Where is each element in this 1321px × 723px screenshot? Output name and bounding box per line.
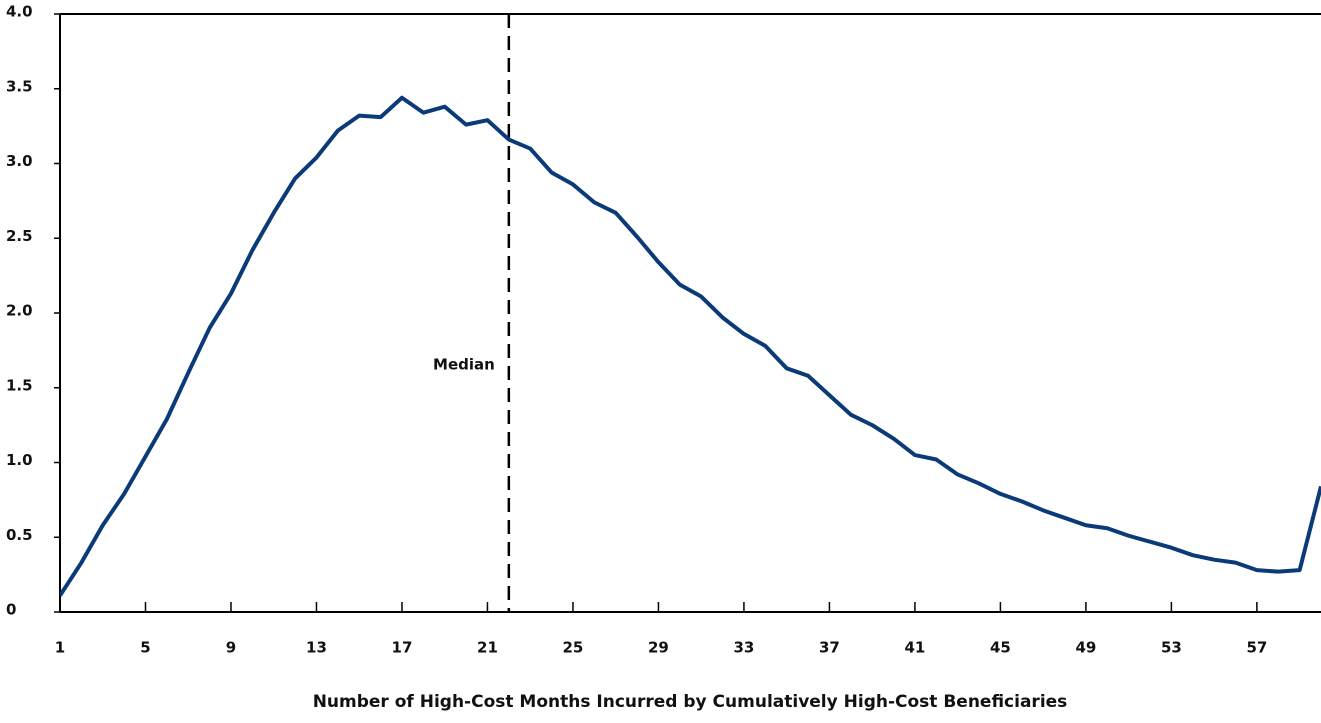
x-tick-label: 41 bbox=[904, 639, 925, 657]
y-tick-label: 0.5 bbox=[6, 526, 33, 544]
data-line bbox=[60, 95, 1321, 597]
x-axis-title: Number of High-Cost Months Incurred by C… bbox=[313, 692, 1068, 712]
y-tick-label: 2.5 bbox=[6, 227, 33, 245]
x-tick-label: 5 bbox=[140, 639, 150, 657]
x-tick-label: 9 bbox=[226, 639, 236, 657]
x-tick-label: 53 bbox=[1161, 639, 1182, 657]
x-tick-label: 45 bbox=[990, 639, 1011, 657]
x-tick-label: 21 bbox=[477, 639, 498, 657]
y-tick-label: 4.0 bbox=[6, 3, 33, 21]
x-tick-label: 37 bbox=[819, 639, 840, 657]
x-tick-label: 57 bbox=[1246, 639, 1267, 657]
x-tick-label: 49 bbox=[1075, 639, 1096, 657]
y-tick-label: 3.5 bbox=[6, 77, 33, 95]
x-tick-label: 29 bbox=[648, 639, 669, 657]
x-tick-label: 25 bbox=[563, 639, 584, 657]
x-tick-label: 1 bbox=[55, 639, 65, 657]
y-tick-label: 1.5 bbox=[6, 376, 33, 394]
x-tick-label: 33 bbox=[733, 639, 754, 657]
y-tick-label: 3.0 bbox=[6, 152, 33, 170]
y-tick-label: 0 bbox=[6, 601, 16, 619]
y-tick-label: 2.0 bbox=[6, 302, 33, 320]
x-tick-label: 13 bbox=[306, 639, 327, 657]
annotation: Median bbox=[433, 356, 495, 374]
x-tick-label: 17 bbox=[392, 639, 413, 657]
y-tick-label: 1.0 bbox=[6, 451, 33, 469]
